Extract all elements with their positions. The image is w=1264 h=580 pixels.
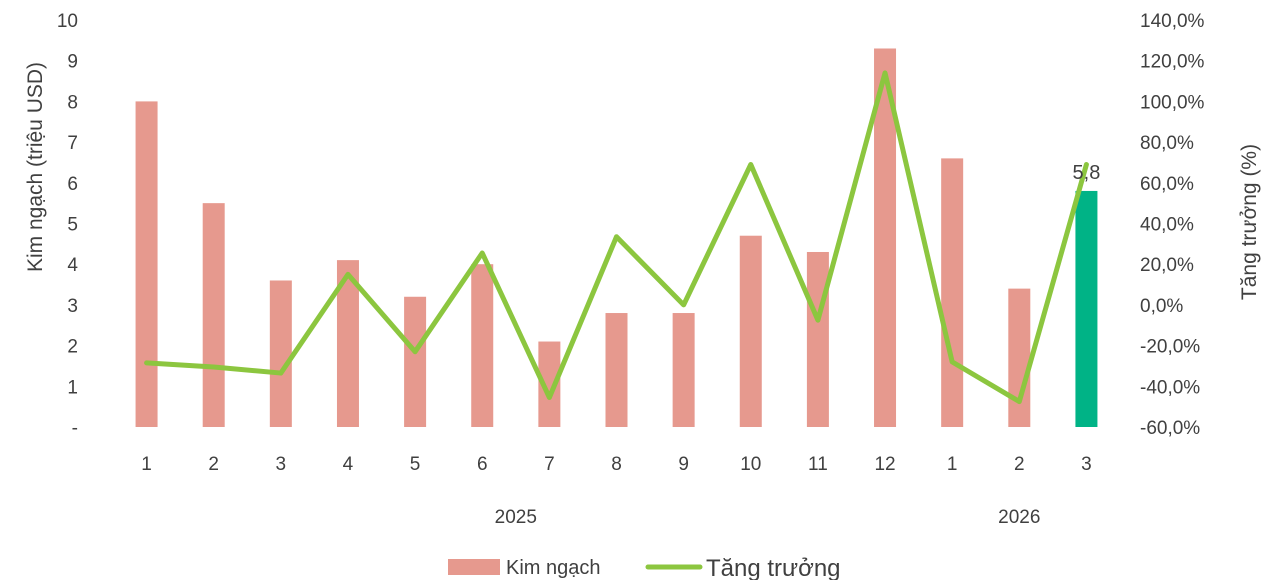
left-tick-label: 10	[57, 11, 78, 32]
bar	[404, 296, 427, 427]
x-tick-label: 9	[678, 454, 689, 475]
left-tick-label: 9	[67, 52, 78, 73]
bar	[336, 260, 359, 427]
x-tick-label: 2	[1014, 454, 1025, 475]
x-tick-label: 12	[874, 454, 895, 475]
right-tick-label: 120,0%	[1140, 52, 1205, 73]
x-tick-label: 7	[544, 454, 555, 475]
x-group-label: 2026	[998, 507, 1040, 528]
legend-marker-bar	[448, 559, 500, 575]
right-tick-label: 100,0%	[1140, 92, 1205, 113]
left-tick-label: 2	[67, 337, 78, 358]
left-tick-label: 3	[67, 296, 78, 317]
bar	[1075, 190, 1098, 427]
bar	[605, 313, 628, 427]
left-tick-label: 6	[67, 174, 78, 195]
right-tick-label: 20,0%	[1140, 255, 1194, 276]
x-tick-label: 8	[611, 454, 622, 475]
data-labels: 5,8	[1073, 162, 1101, 184]
right-tick-label: 0,0%	[1140, 296, 1183, 317]
bar	[135, 101, 158, 428]
bar	[202, 203, 225, 427]
x-tick-label: 11	[808, 454, 828, 475]
bar	[538, 341, 561, 427]
bar	[806, 251, 829, 427]
x-tick-label: 1	[947, 454, 958, 475]
bar	[874, 48, 897, 428]
bar	[1008, 288, 1031, 427]
left-tick-label: 5	[67, 215, 78, 236]
growth-line	[144, 70, 1089, 405]
x-tick-label: 3	[1081, 454, 1092, 475]
data-label: 5,8	[1073, 162, 1101, 184]
right-tick-label: -40,0%	[1140, 377, 1200, 398]
x-tick-label: 3	[276, 454, 287, 475]
bar	[739, 235, 762, 427]
left-axis-title: Kim ngạch (triệu USD)	[24, 62, 47, 272]
bar	[269, 280, 292, 427]
right-tick-label: 80,0%	[1140, 133, 1194, 154]
left-axis-ticks: - 1 2 3 4 5 6 7 8 9 10	[57, 11, 79, 439]
x-tick-label: 2	[208, 454, 219, 475]
x-tick-label: 6	[477, 454, 488, 475]
left-tick-label: 7	[67, 133, 78, 154]
left-tick-label: 1	[67, 377, 78, 398]
right-axis-title: Tăng trưởng (%)	[1238, 144, 1261, 300]
legend-label-tang-truong: Tăng trưởng	[706, 555, 841, 580]
left-tick-label: -	[72, 418, 78, 439]
legend-label-kim-ngach: Kim ngạch	[506, 557, 601, 579]
right-tick-label: 140,0%	[1140, 11, 1205, 32]
x-axis-groups: 2025 2026	[495, 507, 1041, 528]
bar	[672, 313, 695, 427]
legend: Kim ngạch Tăng trưởng	[448, 555, 841, 580]
right-tick-label: 60,0%	[1140, 174, 1194, 195]
right-axis-ticks: -60,0% -40,0% -20,0% 0,0% 20,0% 40,0% 60,0% 80,…	[1140, 11, 1205, 439]
x-tick-label: 1	[141, 454, 152, 475]
left-tick-label: 8	[67, 92, 78, 113]
x-tick-label: 4	[343, 454, 354, 475]
line-series	[144, 70, 1089, 405]
x-tick-label: 5	[410, 454, 421, 475]
x-group-label: 2025	[495, 507, 537, 528]
x-axis-ticks: 1 2 3 4 5 6 7 8 9 10 11 12 1 2 3	[141, 454, 1091, 475]
left-tick-label: 4	[67, 255, 78, 276]
bar	[941, 158, 964, 427]
x-tick-label: 10	[740, 454, 761, 475]
right-tick-label: -20,0%	[1140, 337, 1200, 358]
bar	[471, 264, 494, 427]
right-tick-label: -60,0%	[1140, 418, 1200, 439]
right-tick-label: 40,0%	[1140, 215, 1194, 236]
